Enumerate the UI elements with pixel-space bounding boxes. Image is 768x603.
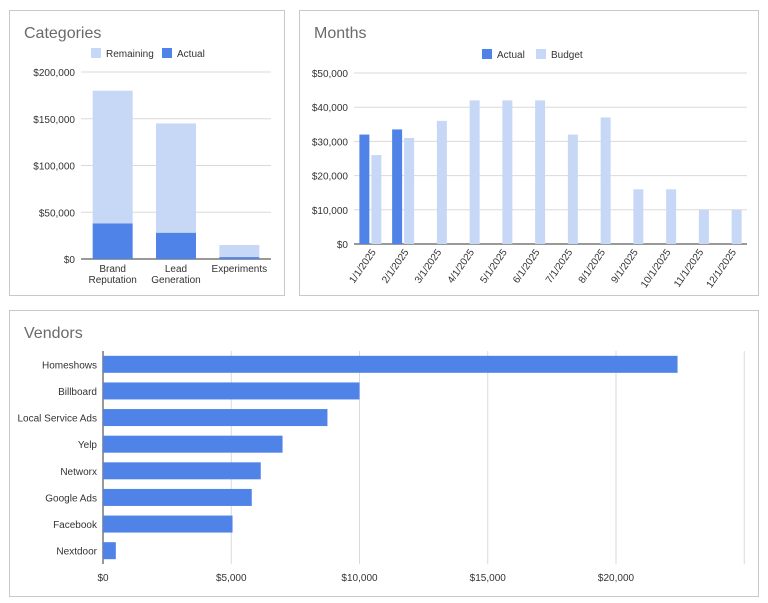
legend-swatch-actual [482, 49, 492, 59]
bar-budget-11-1-2025 [698, 209, 709, 244]
x-tick-label: 7/1/2025 [544, 247, 576, 286]
x-tick-label: Lead Generation [151, 264, 200, 286]
x-tick-label-line: Generation [151, 275, 200, 286]
y-tick-label: $50,000 [39, 208, 76, 219]
bar-budget-4-1-2025 [469, 100, 480, 244]
vendors-chart-panel: Vendors $0 $5,000 $10,000 $15,000 $20,000 Home… [9, 310, 759, 597]
y-tick-label: $100,000 [33, 162, 75, 173]
x-tick-label: 8/1/2025 [577, 247, 609, 286]
bar-budget-12-1-2025 [731, 209, 742, 244]
chart-title: Months [314, 25, 366, 42]
bar-budget-8-1-2025 [600, 117, 611, 244]
x-tick-label: $10,000 [341, 573, 378, 584]
x-tick-label: 2/1/2025 [380, 247, 412, 286]
x-tick-label: 11/1/2025 [672, 247, 706, 290]
y-tick-label: $50,000 [312, 69, 349, 80]
bar-yelp [103, 435, 283, 453]
bar-billboard [103, 382, 360, 400]
months-chart: Months Actual Budget $0 $10,000 $20,000 $30,00… [312, 25, 747, 290]
bar-nextdoor [103, 542, 116, 560]
y-tick-label: $40,000 [312, 103, 349, 114]
bar-local-service-ads [103, 409, 328, 427]
y-tick-label: $200,000 [33, 68, 75, 79]
x-tick-label: 4/1/2025 [446, 247, 478, 286]
y-tick-label: Yelp [78, 440, 98, 451]
bar-budget-3-1-2025 [436, 120, 447, 244]
legend-label-budget: Budget [551, 50, 583, 61]
y-tick-label: $10,000 [312, 206, 349, 217]
bar-budget-9-1-2025 [633, 189, 644, 244]
x-tick-label: 5/1/2025 [478, 247, 510, 286]
y-tick-label: Homeshows [42, 360, 97, 371]
bar-homeshows [103, 355, 678, 373]
x-tick-label: 3/1/2025 [413, 247, 445, 286]
x-tick-label: 12/1/2025 [705, 247, 740, 290]
y-tick-label: $0 [337, 240, 349, 251]
bar-budget-2-1-2025 [404, 137, 415, 244]
bar-remaining-lead-generation [156, 123, 196, 233]
bar-actual-lead-generation [156, 232, 196, 259]
legend-swatch-actual [162, 48, 172, 58]
y-tick-label: $150,000 [33, 115, 75, 126]
x-tick-label: 9/1/2025 [609, 247, 641, 286]
x-tick-label: Brand Reputation [88, 264, 136, 286]
legend-label-actual: Actual [497, 50, 525, 61]
x-tick-label: 6/1/2025 [511, 247, 543, 286]
bar-budget-10-1-2025 [666, 189, 677, 244]
x-tick-label-line: Brand [99, 264, 126, 275]
x-tick-label: $0 [97, 573, 109, 584]
legend-swatch-remaining [91, 48, 101, 58]
vendors-chart: Vendors $0 $5,000 $10,000 $15,000 $20,000 Home… [18, 325, 745, 584]
bar-budget-5-1-2025 [502, 100, 513, 244]
y-tick-label: Facebook [53, 520, 98, 531]
legend-label-remaining: Remaining [106, 49, 154, 60]
y-tick-label: $0 [64, 255, 76, 266]
bar-google-ads [103, 488, 252, 506]
bar-budget-7-1-2025 [567, 134, 578, 244]
x-tick-label-line: Lead [165, 264, 187, 275]
y-tick-label: Networx [60, 467, 97, 478]
x-tick-label: $15,000 [470, 573, 507, 584]
chart-title: Categories [24, 25, 101, 42]
x-tick-label-line: Reputation [88, 275, 136, 286]
legend-label-actual: Actual [177, 49, 205, 60]
y-tick-label: Nextdoor [56, 547, 97, 558]
bar-facebook [103, 515, 233, 533]
x-tick-label: $20,000 [598, 573, 635, 584]
y-tick-label: Billboard [58, 387, 97, 398]
bar-remaining-experiments [219, 244, 260, 258]
months-chart-panel: Months Actual Budget $0 $10,000 $20,000 $30,00… [299, 10, 759, 296]
bar-budget-6-1-2025 [535, 100, 546, 244]
x-tick-label-line: Experiments [212, 264, 268, 275]
y-tick-label: Google Ads [45, 493, 97, 504]
legend-swatch-budget [536, 49, 546, 59]
x-tick-label: $5,000 [216, 573, 247, 584]
chart-title: Vendors [24, 325, 83, 342]
y-tick-label: $30,000 [312, 137, 349, 148]
bar-networx [103, 462, 261, 480]
bar-actual-2-1-2025 [392, 129, 403, 244]
x-tick-label: 10/1/2025 [639, 247, 674, 290]
bar-actual-experiments [219, 257, 260, 259]
bar-actual-1-1-2025 [359, 134, 370, 244]
bar-actual-brand-reputation [92, 223, 133, 259]
bar-remaining-brand-reputation [92, 90, 133, 224]
x-tick-label: Experiments [212, 264, 268, 275]
categories-chart-panel: Categories Remaining Actual $0 $50,000 $100,0… [9, 10, 285, 296]
y-tick-label: Local Service Ads [18, 414, 98, 425]
categories-chart: Categories Remaining Actual $0 $50,000 $100,0… [24, 25, 271, 286]
bar-budget-1-1-2025 [371, 155, 382, 244]
x-tick-label: 1/1/2025 [347, 247, 379, 286]
y-tick-label: $20,000 [312, 172, 349, 183]
